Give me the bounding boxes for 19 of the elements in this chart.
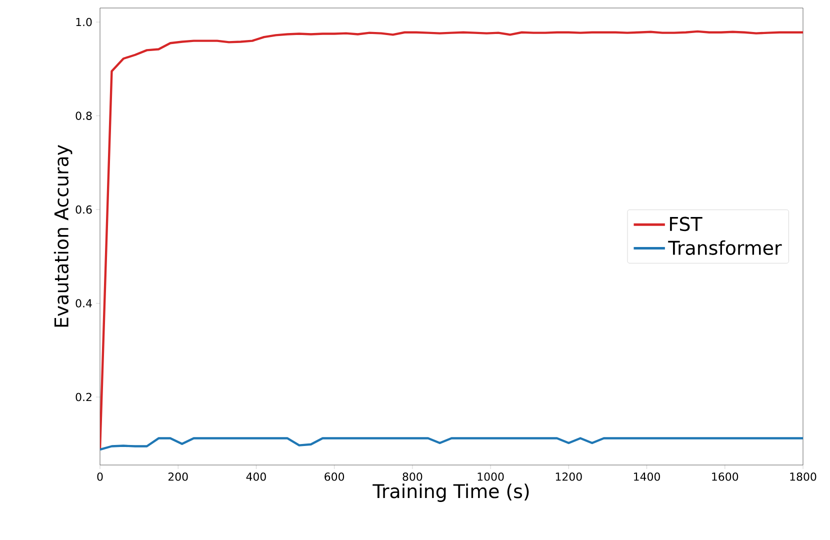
legend-label: FST bbox=[670, 216, 702, 232]
x-tick-label: 1600 bbox=[712, 472, 738, 481]
x-tick-label: 1200 bbox=[556, 472, 582, 481]
x-tick-label: 800 bbox=[402, 472, 422, 481]
x-tick-label: 1400 bbox=[634, 472, 660, 481]
y-axis-title: Evautation Accuray bbox=[54, 144, 72, 327]
y-tick-label: 0.2 bbox=[76, 392, 92, 402]
x-tick-label: 0 bbox=[97, 472, 103, 481]
x-tick-label: 1800 bbox=[790, 472, 816, 481]
y-tick-label: 0.6 bbox=[76, 205, 92, 214]
x-tick-label: 400 bbox=[246, 472, 266, 481]
y-tick-label: 0.8 bbox=[76, 112, 92, 120]
x-tick-label: 1000 bbox=[478, 472, 504, 481]
x-axis-title: Training Time (s) bbox=[372, 484, 529, 502]
x-tick-label: 600 bbox=[324, 472, 344, 481]
y-tick-label: 1.0 bbox=[76, 18, 92, 26]
legend-label: Transformer bbox=[668, 240, 782, 255]
y-tick-label: 0.4 bbox=[76, 299, 92, 308]
x-tick-label: 200 bbox=[168, 472, 188, 481]
